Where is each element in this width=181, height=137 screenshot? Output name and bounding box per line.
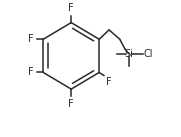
Text: F: F (68, 99, 74, 109)
Text: F: F (106, 77, 112, 87)
Text: F: F (28, 67, 33, 77)
Text: F: F (68, 3, 74, 13)
Text: Cl: Cl (144, 49, 153, 59)
Text: F: F (28, 34, 33, 44)
Text: Si: Si (125, 49, 134, 59)
